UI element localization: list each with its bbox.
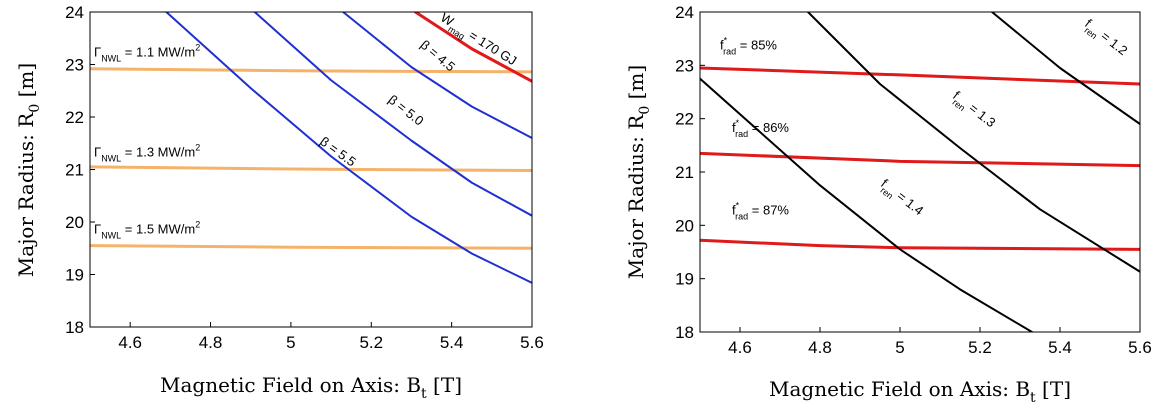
left-series-line-2: [90, 244, 532, 250]
left-x-tick-label: 5.4: [440, 333, 464, 352]
left-curve-annotation-0: ΓNWL = 1.1 MW/m2: [94, 43, 200, 64]
right-x-tick-label: 5.6: [1128, 338, 1152, 357]
right-x-tick-label: 5.2: [968, 338, 992, 357]
right-y-tick-label: 23: [675, 56, 694, 75]
right-x-tick-label: 5.4: [1048, 338, 1072, 357]
right-curve-annotation-2: f* rad = 87%: [732, 201, 789, 222]
left-x-tick-label: 4.8: [199, 333, 223, 352]
left-chart: ΓNWL = 1.1 MW/m2 ΓNWL = 1.3 MW/m2 ΓNWL = 1…: [14, 3, 544, 402]
right-y-tick-label: 19: [675, 270, 694, 289]
left-x-tick-label: 5.6: [520, 333, 544, 352]
left-x-tick-label: 5: [286, 333, 295, 352]
right-curve-annotation-3: fren = 1.4: [876, 176, 927, 221]
right-y-tick-label: 21: [675, 163, 694, 182]
right-series-layer: [700, 12, 1140, 332]
right-x-axis-title: Magnetic Field on Axis: Bt [T]: [769, 377, 1071, 406]
left-curve-annotation-1: ΓNWL = 1.3 MW/m2: [94, 142, 200, 163]
left-series-line-5: [342, 12, 532, 139]
right-curve-annotation-4: fren = 1.3: [948, 88, 999, 133]
right-series-line-4: [807, 12, 1140, 273]
left-curve-annotation-3: β = 5.5: [317, 134, 358, 170]
left-y-tick-label: 18: [65, 318, 84, 337]
right-plot-frame: [699, 11, 1141, 333]
left-x-axis-title: Magnetic Field on Axis: Bt [T]: [160, 373, 462, 402]
right-y-tick-label: 20: [675, 216, 694, 235]
left-annotation-layer: ΓNWL = 1.1 MW/m2 ΓNWL = 1.3 MW/m2 ΓNWL = 1…: [94, 10, 519, 241]
right-chart: f* rad = 85% f* rad = 86% f* rad = 87% fren = …: [624, 3, 1152, 406]
right-series-line-3: [700, 77, 1033, 332]
left-curve-annotation-5: β = 4.5: [418, 37, 459, 74]
left-curve-annotation-4: β = 5.0: [385, 92, 426, 129]
left-x-tick-label: 4.6: [118, 333, 142, 352]
right-x-tick-label: 5: [895, 338, 904, 357]
right-series-line-1: [700, 151, 1140, 168]
left-y-tick-label: 23: [65, 56, 84, 75]
right-x-tick-label: 4.8: [808, 338, 832, 357]
right-x-tick-label: 4.6: [728, 338, 752, 357]
left-y-tick-label: 22: [65, 108, 84, 127]
right-y-tick-label: 22: [675, 110, 694, 129]
right-tick-layer: 4.6 4.8 5 5.2 5.4 5.6 18 19 20 21 22 23 24: [675, 3, 1152, 357]
right-curve-annotation-5: fren = 1.2: [1080, 16, 1131, 61]
left-series-line-4: [253, 12, 532, 217]
right-curve-annotation-0: f* rad = 85%: [720, 35, 777, 56]
right-y-tick-label: 18: [675, 323, 694, 342]
left-series-line-0: [90, 67, 532, 74]
right-series-line-0: [700, 66, 1140, 86]
right-series-line-5: [991, 12, 1140, 125]
left-series-line-3: [165, 12, 532, 284]
left-y-axis-title: Major Radius: R0 [m]: [14, 63, 43, 277]
left-x-tick-label: 5.2: [359, 333, 383, 352]
right-series-line-2: [700, 238, 1140, 251]
left-series-line-1: [90, 165, 532, 173]
right-y-axis-title: Major Radius: R0 [m]: [624, 65, 653, 279]
left-y-tick-label: 19: [65, 266, 84, 285]
left-y-tick-label: 20: [65, 213, 84, 232]
left-y-tick-label: 24: [65, 3, 84, 22]
right-annotation-layer: f* rad = 85% f* rad = 86% f* rad = 87% fren = …: [720, 16, 1130, 222]
left-curve-annotation-2: ΓNWL = 1.5 MW/m2: [94, 220, 200, 241]
left-series-line-6: [413, 12, 532, 83]
left-tick-layer: 4.6 4.8 5 5.2 5.4 5.6 18 19 20 21 22 23 24: [65, 3, 544, 352]
left-series-layer: [90, 12, 532, 284]
right-y-tick-label: 24: [675, 3, 694, 22]
left-y-tick-label: 21: [65, 161, 84, 180]
right-curve-annotation-1: f* rad = 86%: [732, 118, 789, 139]
